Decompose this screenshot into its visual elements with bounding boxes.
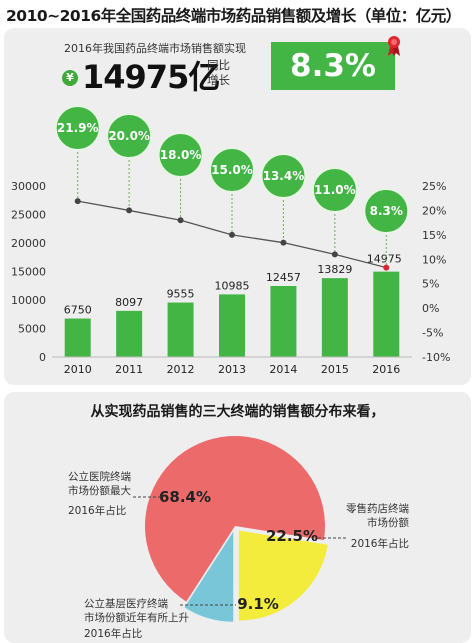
y-tick-label: 5000 [18,323,46,336]
headline-total-sales: 14975亿 [82,58,220,96]
growth-bubble-label: 20.0% [108,129,150,143]
y2-tick-label: -5% [422,327,443,340]
growth-point [280,239,287,246]
hospital-annotation-line3: 2016年占比 [68,505,127,517]
pie-label-grassroots: 9.1% [237,595,279,613]
yoy-growth-label: 同比增长 [207,58,230,87]
page-title: 2010~2016年全国药品终端市场药品销售额及增长（单位：亿元） [6,7,461,25]
growth-point [177,217,184,224]
hospital-annotation: 公立医院终端 市场份额最大 2016年占比 [68,470,131,518]
y2-tick-label: 0% [422,302,439,315]
x-tick-label: 2014 [269,363,297,376]
growth-bubble [209,147,255,193]
bar-2012 [167,302,194,357]
retail-annotation: 零售药店终端 市场份额 2016年占比 [346,502,409,551]
y-tick-label: 30000 [11,180,46,193]
pie-slice-retail [238,530,328,621]
growth-point [126,207,133,214]
growth-bubble [311,167,358,213]
bar-value-label: 9555 [167,288,195,301]
x-tick-label: 2012 [167,363,195,376]
bar-value-label: 8097 [115,296,143,309]
growth-bubble-label: 15.0% [211,163,253,177]
retail-annotation-line2: 市场份额 [367,517,409,529]
market-share-pie-chart: 68.4% 22.5% 9.1% [133,436,346,622]
x-tick-label: 2011 [115,363,143,376]
growth-bubble-label: 11.0% [314,183,356,197]
y-tick-label: 0 [39,351,46,364]
x-tick-label: 2016 [372,363,400,376]
hospital-annotation-line2: 市场份额最大 [68,485,131,497]
growth-point [383,264,390,271]
pie-slice-hospital [145,436,326,602]
bar-2011 [116,310,143,357]
y-tick-label: 15000 [11,266,46,279]
bar-2016 [373,271,400,357]
y2-tick-label: 5% [422,278,439,291]
growth-bubble-label: 13.4% [263,169,305,183]
growth-bubble [157,132,204,178]
pie-label-retail: 22.5% [266,527,318,545]
growth-bubble [260,153,307,199]
pie-chart-title: 从实现药品销售的三大终端的销售额分布来看， [90,404,385,420]
bar-2013 [219,294,245,357]
headline-note: 2016年我国药品终端市场销售额实现 [64,42,246,55]
hospital-annotation-line1: 公立医院终端 [68,471,131,483]
growth-point [331,251,338,258]
growth-point [229,231,235,238]
grassroots-annotation-line2: 市场份额近年有所上升 [84,612,189,624]
bar-value-label: 6750 [64,304,92,317]
growth-bubble [106,113,153,159]
bar-value-label: 14975 [367,253,402,266]
y-tick-label: 25000 [11,209,46,222]
growth-rate-box: 8.3% [271,42,395,90]
grassroots-annotation-line3: 2016年占比 [84,628,143,640]
y2-tick-label: 25% [422,180,446,193]
grassroots-annotation-line1: 公立基层医疗终端 [84,598,168,610]
bar-2015 [321,278,348,357]
retail-annotation-line1: 零售药店终端 [346,503,409,515]
growth-point [74,198,81,205]
sales-growth-chart: 0 5000 10000 15000 20000 25000 30000 -10% -5% 0% 5… [11,105,450,376]
growth-bubble-label: 18.0% [160,148,202,162]
growth-bubble-label: 8.3% [370,204,403,218]
x-tick-label: 2010 [64,363,92,376]
yuan-icon: ¥ [62,70,78,86]
y2-tick-label: -10% [422,351,450,364]
y-tick-label: 20000 [11,237,46,250]
growth-bubble [54,105,101,151]
bar-2010 [64,318,91,357]
pie-label-hospital: 68.4% [159,488,211,506]
bar-value-label: 13829 [317,263,352,276]
grassroots-annotation: 公立基层医疗终端 市场份额近年有所上升 2016年占比 [84,597,189,641]
x-tick-label: 2015 [321,363,349,376]
y2-tick-label: 10% [422,253,446,266]
y2-tick-label: 20% [422,204,446,217]
x-tick-label: 2013 [218,363,246,376]
retail-annotation-line3: 2016年占比 [350,538,409,550]
growth-bubble [363,188,410,234]
pie-slice-grassroots [184,531,234,622]
award-ribbon-icon [388,36,400,56]
growth-bubble-label: 21.9% [57,121,99,135]
bar-value-label: 12457 [266,271,301,284]
bar-value-label: 10985 [215,279,250,292]
y2-tick-label: 15% [422,229,446,242]
bar-2014 [270,285,297,357]
y-tick-label: 10000 [11,294,46,307]
